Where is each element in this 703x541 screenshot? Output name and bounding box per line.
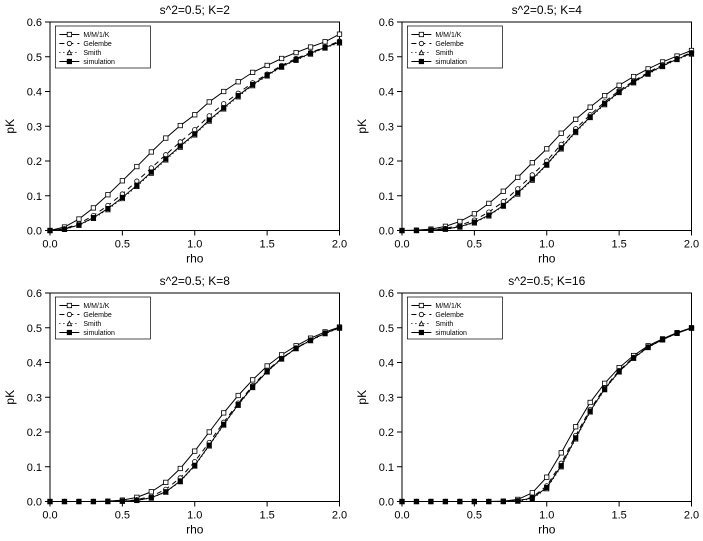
legend-label: M/M/1/K <box>83 303 109 310</box>
ytick-label: 0.3 <box>27 121 42 133</box>
ytick-label: 0.3 <box>378 392 393 404</box>
ylabel: pK <box>355 389 369 404</box>
legend-label: Smith <box>435 321 453 328</box>
ytick-label: 0.5 <box>27 322 42 334</box>
chart-panel: 0.0 0.5 1.0 1.5 2.0 0.0 0.1 0.2 0.3 0.4 0.5 0.6 rho p… <box>352 271 703 541</box>
xtick-label: 1.0 <box>539 509 554 521</box>
xtick-label: 1.5 <box>611 239 626 251</box>
ytick-label: 0.6 <box>27 288 42 300</box>
legend-label: Gelembe <box>83 41 112 48</box>
xtick-label: 0.5 <box>115 239 130 251</box>
ytick-label: 0.2 <box>378 427 393 439</box>
ytick-label: 0.6 <box>378 288 393 300</box>
panel-title: s^2=0.5; K=4 <box>511 3 582 17</box>
legend-label: Gelembe <box>83 312 112 319</box>
legend-label: Smith <box>83 50 101 57</box>
chart-panel: 0.0 0.5 1.0 1.5 2.0 0.0 0.1 0.2 0.3 0.4 0.5 0.6 rho p… <box>352 0 703 271</box>
panel-title: s^2=0.5; K=16 <box>508 274 585 288</box>
legend-label: simulation <box>83 330 115 337</box>
ytick-label: 0.1 <box>378 191 393 203</box>
xtick-label: 2.0 <box>683 239 698 251</box>
chart-panel: 0.0 0.5 1.0 1.5 2.0 0.0 0.1 0.2 0.3 0.4 0.5 0.6 rho p… <box>0 0 352 271</box>
ytick-label: 0.0 <box>27 226 42 238</box>
ytick-label: 0.6 <box>27 17 42 29</box>
ytick-label: 0.4 <box>378 357 393 369</box>
xlabel: rho <box>186 522 204 536</box>
ytick-label: 0.0 <box>378 496 393 508</box>
xlabel: rho <box>538 252 556 266</box>
xlabel: rho <box>186 252 204 266</box>
ytick-label: 0.2 <box>27 156 42 168</box>
xtick-label: 0.5 <box>115 509 130 521</box>
ytick-label: 0.1 <box>27 461 42 473</box>
xtick-label: 1.0 <box>187 239 202 251</box>
xlabel: rho <box>538 522 556 536</box>
ytick-label: 0.3 <box>378 121 393 133</box>
xtick-label: 2.0 <box>332 239 347 251</box>
ytick-label: 0.6 <box>378 17 393 29</box>
xtick-label: 1.5 <box>259 509 274 521</box>
xtick-label: 1.5 <box>611 509 626 521</box>
legend-label: Gelembe <box>435 312 464 319</box>
legend-label: Smith <box>435 50 453 57</box>
panel-title: s^2=0.5; K=2 <box>160 3 231 17</box>
chart-panel: 0.0 0.5 1.0 1.5 2.0 0.0 0.1 0.2 0.3 0.4 0.5 0.6 rho p… <box>0 271 352 541</box>
legend-label: simulation <box>83 59 115 66</box>
ytick-label: 0.1 <box>27 191 42 203</box>
xtick-label: 1.5 <box>259 239 274 251</box>
ytick-label: 0.4 <box>27 87 42 99</box>
ylabel: pK <box>3 119 17 134</box>
ytick-label: 0.5 <box>27 52 42 64</box>
ylabel: pK <box>355 119 369 134</box>
ytick-label: 0.4 <box>27 357 42 369</box>
xtick-label: 0.5 <box>466 239 481 251</box>
ytick-label: 0.0 <box>27 496 42 508</box>
xtick-label: 0.0 <box>42 509 57 521</box>
xtick-label: 0.0 <box>42 239 57 251</box>
xtick-label: 0.0 <box>394 239 409 251</box>
ytick-label: 0.0 <box>378 226 393 238</box>
legend-label: Gelembe <box>435 41 464 48</box>
xtick-label: 2.0 <box>332 509 347 521</box>
ytick-label: 0.5 <box>378 52 393 64</box>
xtick-label: 0.5 <box>466 509 481 521</box>
legend-label: Smith <box>83 321 101 328</box>
chart-grid: 0.0 0.5 1.0 1.5 2.0 0.0 0.1 0.2 0.3 0.4 0.5 0.6 rho p… <box>0 0 703 541</box>
ylabel: pK <box>3 389 17 404</box>
legend-label: M/M/1/K <box>83 32 109 39</box>
ytick-label: 0.2 <box>27 427 42 439</box>
ytick-label: 0.1 <box>378 461 393 473</box>
xtick-label: 0.0 <box>394 509 409 521</box>
xtick-label: 1.0 <box>539 239 554 251</box>
legend-label: simulation <box>435 330 467 337</box>
panel-title: s^2=0.5; K=8 <box>160 274 231 288</box>
legend-label: M/M/1/K <box>435 32 461 39</box>
ytick-label: 0.5 <box>378 322 393 334</box>
xtick-label: 2.0 <box>683 509 698 521</box>
legend-label: simulation <box>435 59 467 66</box>
ytick-label: 0.3 <box>27 392 42 404</box>
legend-label: M/M/1/K <box>435 303 461 310</box>
ytick-label: 0.4 <box>378 87 393 99</box>
xtick-label: 1.0 <box>187 509 202 521</box>
ytick-label: 0.2 <box>378 156 393 168</box>
